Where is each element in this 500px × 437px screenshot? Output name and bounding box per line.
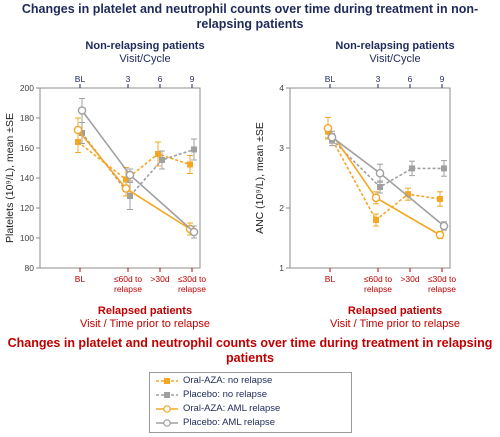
platelet-bottom-tick-label: >30d bbox=[150, 274, 169, 284]
right-bottom-header-title: Relapsed patients bbox=[347, 305, 443, 317]
legend-label: Placebo: AML relapse bbox=[183, 417, 276, 428]
right-top-header-subtitle: Visit/Cycle bbox=[369, 53, 421, 65]
legend-swatch-oral-aza-aml-relapse bbox=[156, 405, 178, 413]
anc-bottom-tick-label: ≤60d to bbox=[364, 274, 393, 284]
anc-ytick-label: 2 bbox=[279, 203, 284, 213]
left-bottom-header: Relapsed patients Visit / Time prior to … bbox=[40, 305, 250, 331]
legend-label: Placebo: no relapse bbox=[183, 389, 267, 400]
anc-point-oral-aza-no-relapse bbox=[405, 191, 411, 198]
right-top-header-title: Non-relapsing patients bbox=[335, 40, 455, 52]
platelet-ytick-label: 120 bbox=[20, 203, 34, 213]
platelet-ytick-label: 80 bbox=[25, 263, 35, 273]
platelet-point-placebo-aml-relapse bbox=[189, 227, 199, 237]
anc-plot-frame bbox=[289, 87, 451, 269]
platelet-ytick-label: 100 bbox=[20, 233, 34, 243]
anc-point-oral-aza-no-relapse bbox=[437, 196, 443, 202]
platelet-plot-frame bbox=[39, 87, 201, 269]
title-bottom: Changes in platelet and neutrophil count… bbox=[7, 336, 493, 365]
anc-point-oral-aza-aml-relapse bbox=[323, 123, 333, 133]
platelet-top-tick-label: 6 bbox=[158, 74, 163, 84]
platelet-point-placebo-no-relapse bbox=[127, 193, 133, 199]
anc-point-oral-aza-aml-relapse bbox=[435, 230, 445, 240]
anc-point-oral-aza-aml-relapse bbox=[371, 193, 381, 203]
anc-ytick-label: 1 bbox=[279, 263, 284, 273]
anc-top-tick-label: 9 bbox=[440, 74, 445, 84]
platelet-bottom-tick-label: relapse bbox=[178, 284, 206, 294]
anc-point-placebo-no-relapse bbox=[377, 184, 383, 190]
anc-top-tick-label: 6 bbox=[408, 74, 413, 84]
platelet-bottom-tick-label: relapse bbox=[114, 284, 142, 294]
left-bottom-header-subtitle: Visit / Time prior to relapse bbox=[79, 318, 210, 330]
platelet-ytick-label: 140 bbox=[20, 173, 34, 183]
platelet-point-oral-aza-aml-relapse bbox=[121, 184, 131, 193]
anc-series-line-oral-aza-aml-relapse bbox=[327, 127, 441, 236]
platelet-point-placebo-aml-relapse bbox=[77, 106, 87, 115]
platelet-point-oral-aza-no-relapse bbox=[187, 161, 193, 168]
platelet-point-placebo-no-relapse bbox=[159, 157, 165, 163]
anc-point-placebo-aml-relapse bbox=[375, 168, 385, 178]
platelet-point-oral-aza-no-relapse bbox=[155, 151, 161, 157]
anc-series-line-placebo-no-relapse bbox=[331, 139, 444, 188]
anc-point-placebo-aml-relapse bbox=[439, 221, 449, 231]
legend-swatch-placebo-aml-relapse bbox=[156, 419, 178, 427]
legend-label: Oral-AZA: no relapse bbox=[183, 375, 273, 386]
platelet-top-tick-label: 3 bbox=[126, 74, 131, 84]
legend-label: Oral-AZA: AML relapse bbox=[183, 403, 281, 414]
anc-point-oral-aza-no-relapse bbox=[373, 217, 379, 223]
anc-ylabel: ANC (10⁹/L), mean ±SE bbox=[254, 122, 266, 234]
platelet-point-placebo-aml-relapse bbox=[125, 170, 135, 180]
anc-bottom-tick-label: relapse bbox=[428, 284, 456, 294]
left-top-header-title: Non-relapsing patients bbox=[85, 40, 205, 52]
platelet-bottom-tick-label: BL bbox=[75, 274, 86, 284]
anc-ytick-label: 4 bbox=[279, 83, 284, 93]
anc-bottom-tick-label: relapse bbox=[364, 284, 392, 294]
platelet-point-placebo-no-relapse bbox=[79, 130, 85, 136]
right-top-header: Non-relapsing patients Visit/Cycle bbox=[290, 40, 500, 66]
left-top-header-subtitle: Visit/Cycle bbox=[119, 53, 171, 65]
anc-bottom-tick-label: >30d bbox=[400, 274, 419, 284]
anc-point-placebo-no-relapse bbox=[409, 165, 415, 172]
platelet-point-oral-aza-no-relapse bbox=[123, 176, 129, 183]
anc-top-tick-label: 3 bbox=[376, 74, 381, 84]
platelet-bottom-tick-label: ≤30d to bbox=[178, 274, 207, 284]
legend: Oral-AZA: no relapse Placebo: no relapse… bbox=[149, 372, 352, 433]
platelet-ytick-label: 180 bbox=[20, 113, 34, 123]
platelet-series-line-placebo-no-relapse bbox=[81, 132, 195, 198]
platelet-series-line-oral-aza-no-relapse bbox=[77, 141, 191, 181]
right-bottom-header: Relapsed patients Visit / Time prior to … bbox=[290, 305, 500, 331]
platelet-point-placebo-no-relapse bbox=[191, 146, 197, 153]
platelet-top-tick-label: 9 bbox=[190, 74, 195, 84]
legend-swatch-placebo-no-relapse bbox=[156, 392, 178, 398]
anc-point-placebo-aml-relapse bbox=[327, 132, 337, 142]
platelet-chart: 80 100 120 140 160 180 200 Platelets (10⁹/L), m… bbox=[4, 74, 207, 294]
platelet-bottom-tick-label: ≤60d to bbox=[114, 274, 143, 284]
legend-swatch-oral-aza-no-relapse bbox=[156, 378, 178, 384]
anc-point-placebo-no-relapse bbox=[441, 165, 447, 172]
right-bottom-header-subtitle: Visit / Time prior to relapse bbox=[329, 318, 460, 330]
anc-bottom-tick-label: BL bbox=[325, 274, 336, 284]
platelet-ylabel: Platelets (10⁹/L), mean ±SE bbox=[4, 113, 16, 243]
anc-ytick-label: 3 bbox=[279, 143, 284, 153]
left-bottom-header-title: Relapsed patients bbox=[97, 305, 193, 317]
left-top-header: Non-relapsing patients Visit/Cycle bbox=[40, 40, 250, 66]
title-top: Changes in platelet and neutrophil count… bbox=[21, 2, 479, 31]
platelet-point-oral-aza-aml-relapse bbox=[73, 125, 83, 135]
platelet-ytick-label: 200 bbox=[20, 83, 34, 93]
platelet-top-tick-label: BL bbox=[75, 74, 86, 84]
platelet-series-line-placebo-aml-relapse bbox=[81, 110, 195, 233]
anc-top-tick-label: BL bbox=[325, 74, 336, 84]
anc-bottom-tick-label: ≤30d to bbox=[428, 274, 457, 284]
platelet-ytick-label: 160 bbox=[20, 143, 34, 153]
